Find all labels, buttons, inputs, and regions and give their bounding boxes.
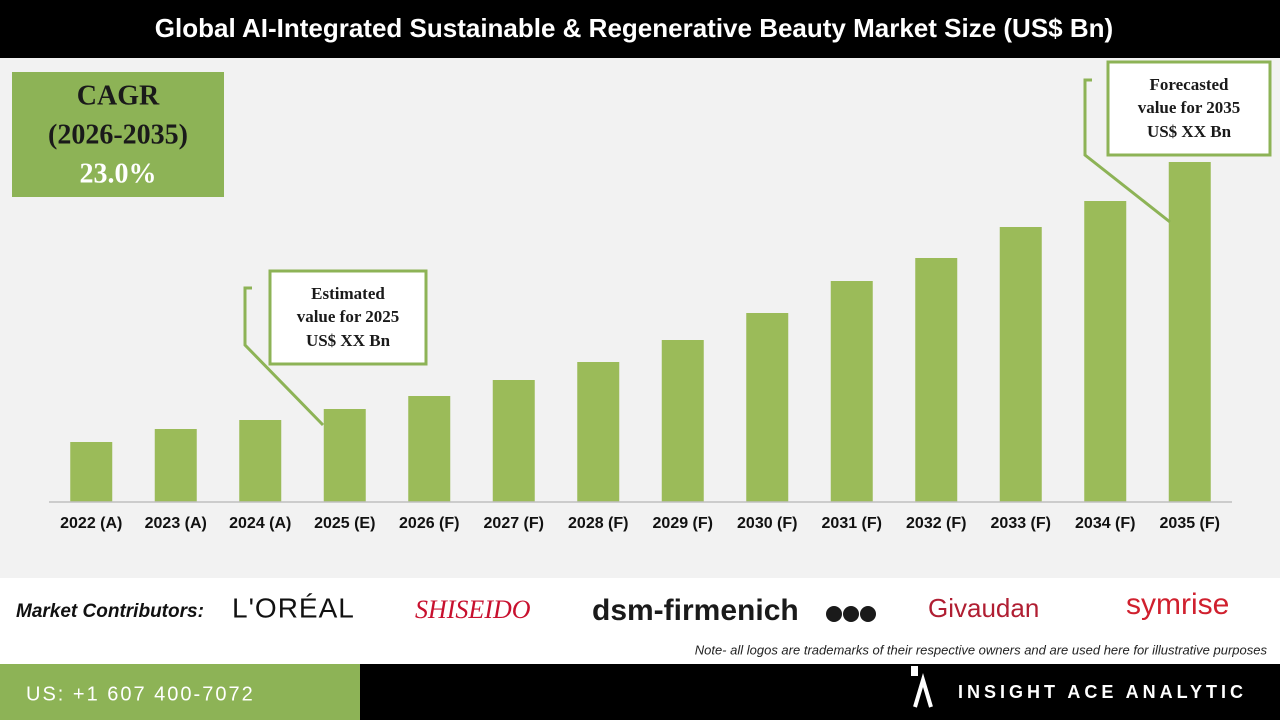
bar [492, 380, 535, 502]
logo: dsm-firmenich [592, 594, 799, 627]
bar [239, 420, 282, 502]
callout-text: Estimated value for 2025 US$ XX Bn [297, 284, 400, 350]
x-tick-label: 2022 (A) [60, 515, 122, 532]
cagr-text: CAGR (2026-2035) 23.0% [48, 80, 188, 189]
x-tick-label: 2025 (E) [314, 515, 375, 532]
callout-pointer [1083, 78, 1171, 224]
x-tick-label: 2031 (F) [822, 515, 882, 532]
x-tick-label: 2034 (F) [1075, 515, 1135, 532]
bar [577, 362, 620, 502]
company-icon [911, 666, 933, 708]
x-tick-label: 2029 (F) [653, 515, 713, 532]
contributors-band [0, 578, 1280, 664]
contributors-label: Market Contributors: [16, 601, 204, 622]
bar [154, 429, 197, 502]
bar [70, 442, 113, 502]
logo: SHISEIDO [415, 595, 531, 624]
callout-box [268, 269, 428, 366]
chart-title: Global AI-Integrated Sustainable & Regen… [155, 13, 1113, 43]
bar [661, 340, 704, 502]
callout-pointer [243, 286, 325, 427]
x-tick-label: 2033 (F) [991, 515, 1051, 532]
bar [999, 227, 1042, 502]
logo: symrise [1126, 588, 1229, 621]
bars: 2022 (A) 2023 (A) 2024 (A) 2025 (E) 2026 (F)… [49, 162, 1232, 532]
logo: Givaudan [928, 593, 1039, 623]
logo-dot [843, 606, 859, 622]
x-tick-label: 2023 (A) [145, 515, 207, 532]
bar [746, 313, 789, 502]
title-bar [0, 0, 1280, 58]
bar [1168, 162, 1211, 502]
callout-line: value for 2025 [297, 307, 400, 326]
logo-dot [826, 606, 842, 622]
footer-left [0, 664, 360, 720]
x-tick-label: 2027 (F) [484, 515, 544, 532]
cagr-box [12, 72, 224, 197]
x-tick-label: 2032 (F) [906, 515, 966, 532]
callout-text: Forecasted value for 2035 US$ XX Bn [1138, 75, 1241, 141]
callout-line: value for 2035 [1138, 98, 1241, 117]
company: INSIGHT ACE ANALYTIC [958, 682, 1247, 702]
x-tick-label: 2024 (A) [229, 515, 291, 532]
bar [323, 409, 366, 502]
cagr-value: 23.0% [80, 158, 157, 189]
bar [1084, 201, 1127, 502]
bar [408, 396, 451, 502]
footer-right [360, 664, 1280, 720]
note: Note- all logos are trademarks of their … [695, 642, 1268, 657]
x-tick-label: 2028 (F) [568, 515, 628, 532]
callout-line: US$ XX Bn [1147, 122, 1232, 141]
phone: US: +1 607 400-7072 [26, 683, 255, 705]
callout-line: Estimated [311, 284, 385, 303]
x-tick-label: 2026 (F) [399, 515, 459, 532]
x-tick-label: 2035 (F) [1160, 515, 1220, 532]
cagr-period: (2026-2035) [48, 119, 188, 150]
logo-dot [860, 606, 876, 622]
callout-box [1106, 60, 1272, 157]
callout-line: Forecasted [1150, 75, 1230, 94]
logo: L'ORÉAL [232, 592, 355, 623]
bar [915, 258, 958, 502]
cagr-label: CAGR [77, 80, 160, 111]
callout-line: US$ XX Bn [306, 331, 391, 350]
bar [830, 281, 873, 502]
x-tick-label: 2030 (F) [737, 515, 797, 532]
